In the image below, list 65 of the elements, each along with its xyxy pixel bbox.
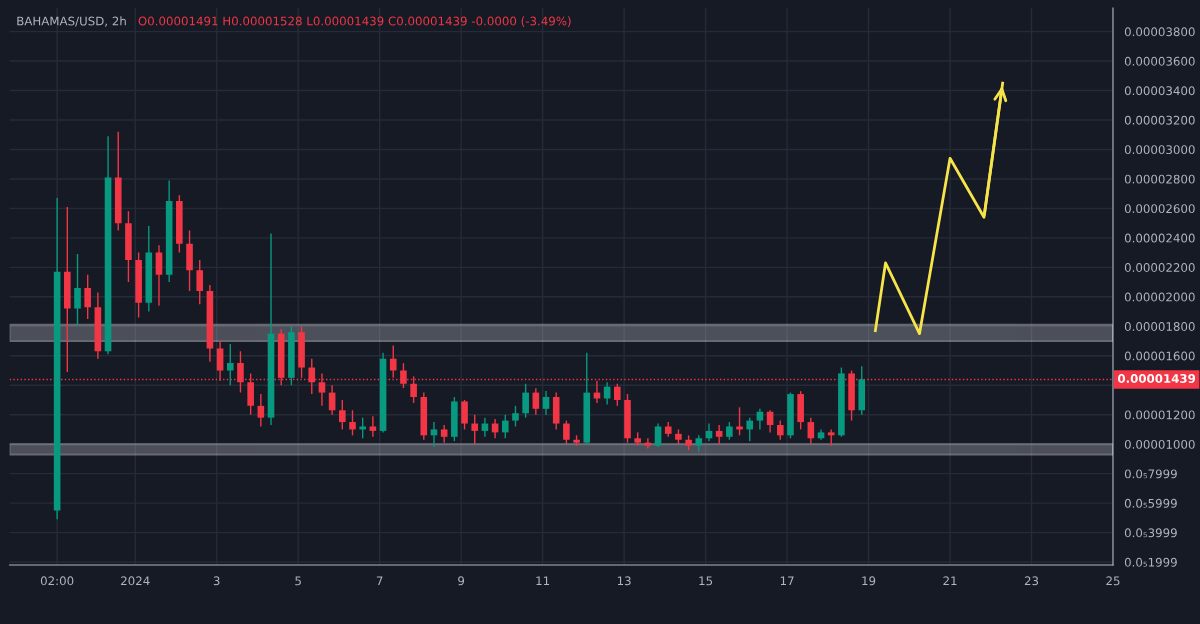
x-tick-label: 7 [376,576,383,586]
x-tick-label: 13 [617,576,631,586]
x-tick-label: 19 [862,576,876,586]
y-tick-label: 0.0₅5999 [1124,498,1177,508]
candlestick [542,390,550,416]
x-tick-label: 23 [1024,576,1039,586]
candlestick [522,383,529,419]
candlestick [715,424,723,445]
x-tick-label: 5 [295,576,301,586]
candlestick [614,383,621,407]
x-tick-label: 17 [780,576,794,586]
y-tick-label: 0.00001200 [1124,410,1195,420]
y-tick-label: 0.0₅1999 [1124,557,1177,567]
candlestick [746,416,754,442]
candlestick [430,421,438,448]
x-tick-label: 9 [458,576,465,586]
candlestick [196,259,204,305]
candlestick [563,419,570,445]
candlestick [216,340,224,382]
candlestick [644,437,652,450]
candlestick [369,415,377,438]
y-tick-label: 0.00001600 [1124,351,1195,361]
ref-line-label: 0.00001439 [1117,373,1196,383]
y-tick-label: 0.00003800 [1124,27,1195,37]
y-tick-label: 0.00002600 [1124,204,1195,214]
candlestick [471,414,479,445]
candlestick [776,419,784,441]
x-tick-label: 15 [699,576,713,586]
candlestick [736,406,743,437]
y-tick-label: 0.00001000 [1124,439,1195,449]
y-tick-label: 0.0₅3999 [1124,528,1177,538]
candlestick [532,387,540,416]
y-tick-label: 0.00002400 [1124,233,1195,243]
candlestick [84,274,91,320]
y-tick-label: 0.00002200 [1124,263,1195,272]
candlestick [155,244,163,307]
line-series [873,81,1005,336]
candlestick [807,416,815,445]
x-tick-label: 25 [1106,576,1120,586]
x-tick-label: 02:00 [40,576,74,586]
y-tick-label: 0.00003600 [1124,56,1195,66]
y-tick-label: 0.00003000 [1124,145,1195,155]
text: BAHAMAS/USD, 2h [17,16,126,27]
candlestick [512,405,519,428]
y-tick-label: 0.0₅7999 [1124,469,1177,479]
candlestick [654,422,662,448]
x-tick-label: 21 [943,576,957,586]
x-tick-label: 3 [213,576,220,586]
candlestick [359,416,366,439]
candlestick [339,399,346,431]
y-tick-label: 0.00002000 [1124,292,1195,302]
y-tick-label: 0.00003200 [1124,115,1195,125]
annotation: O0.00001491 H0.00001528 L0.00001439 C0.00001439 -0.0000 (-3.49%) [138,16,571,27]
candlestick [257,393,265,428]
candlestick [461,399,468,431]
candlestick [349,409,356,437]
candlestick [226,343,234,386]
x-tick-label: 11 [536,576,550,586]
y-tick-label: 0.00001800 [1124,322,1195,331]
candlestick [74,253,81,327]
candlestick [756,408,764,431]
x-tick-label: 2024 [121,576,150,586]
y-tick-label: 0.00003400 [1124,86,1195,96]
candlestick [501,414,509,439]
y-tick-label: 0.00002800 [1124,174,1195,184]
